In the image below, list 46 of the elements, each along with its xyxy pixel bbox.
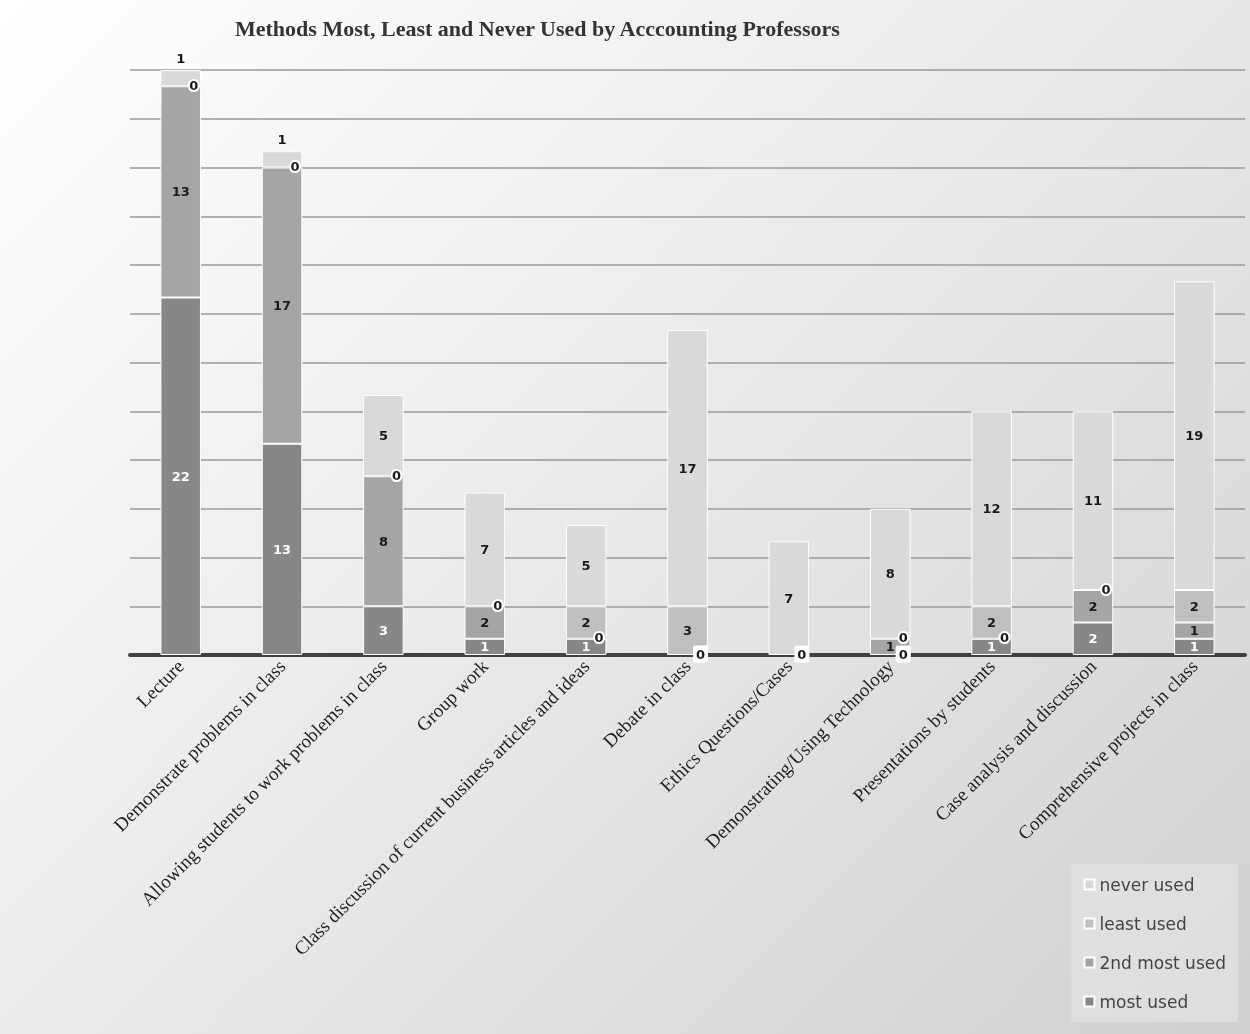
- data-label: 2: [581, 615, 591, 630]
- data-label: 8: [885, 566, 895, 582]
- data-label: 2: [1088, 598, 1098, 614]
- data-label: 19: [1185, 428, 1204, 444]
- data-label: 7: [784, 590, 794, 606]
- legend-label: never used: [1099, 874, 1195, 895]
- data-label: 0: [1000, 630, 1010, 646]
- data-label: 13: [171, 184, 190, 200]
- data-label: 1: [581, 639, 591, 655]
- data-label: 1: [987, 639, 997, 655]
- legend-label: most used: [1099, 991, 1189, 1012]
- data-label: 0: [594, 630, 604, 646]
- data-label: 13: [273, 541, 292, 557]
- data-label: 7: [480, 541, 490, 557]
- data-label: 17: [273, 298, 292, 314]
- data-label: 0: [391, 467, 401, 483]
- data-label: 22: [171, 468, 190, 484]
- data-label: 0: [695, 646, 706, 662]
- data-label: 0: [493, 597, 503, 613]
- data-label: 0: [290, 159, 300, 174]
- data-label: 8: [378, 533, 388, 549]
- data-label: 0: [797, 646, 807, 662]
- data-label: 0: [898, 646, 908, 662]
- data-label: 1: [1189, 639, 1199, 655]
- data-label: 1: [277, 132, 287, 148]
- data-label: 0: [189, 77, 199, 93]
- data-label: 1: [176, 51, 186, 66]
- data-label: 3: [378, 623, 388, 639]
- data-label: 0: [898, 630, 908, 646]
- data-label: 2: [1189, 598, 1199, 614]
- data-label: 2: [480, 615, 490, 630]
- data-label: 5: [581, 558, 591, 574]
- data-label: 11: [1083, 493, 1102, 509]
- chart-title: Methods Most, Least and Never Used by Acccounting Professors: [235, 15, 841, 41]
- data-label: 0: [1101, 581, 1111, 597]
- data-label: 1: [480, 639, 490, 655]
- legend-label: least used: [1099, 913, 1187, 934]
- legend-label: 2nd most used: [1099, 952, 1227, 973]
- data-label: 2: [987, 615, 997, 630]
- data-label: 2: [1088, 631, 1098, 647]
- data-label: 1: [885, 639, 895, 655]
- data-label: 12: [982, 501, 1001, 517]
- data-label: 17: [678, 460, 697, 476]
- data-label: 1: [1189, 623, 1199, 639]
- data-label: 3: [682, 623, 693, 639]
- data-label: 5: [378, 428, 388, 444]
